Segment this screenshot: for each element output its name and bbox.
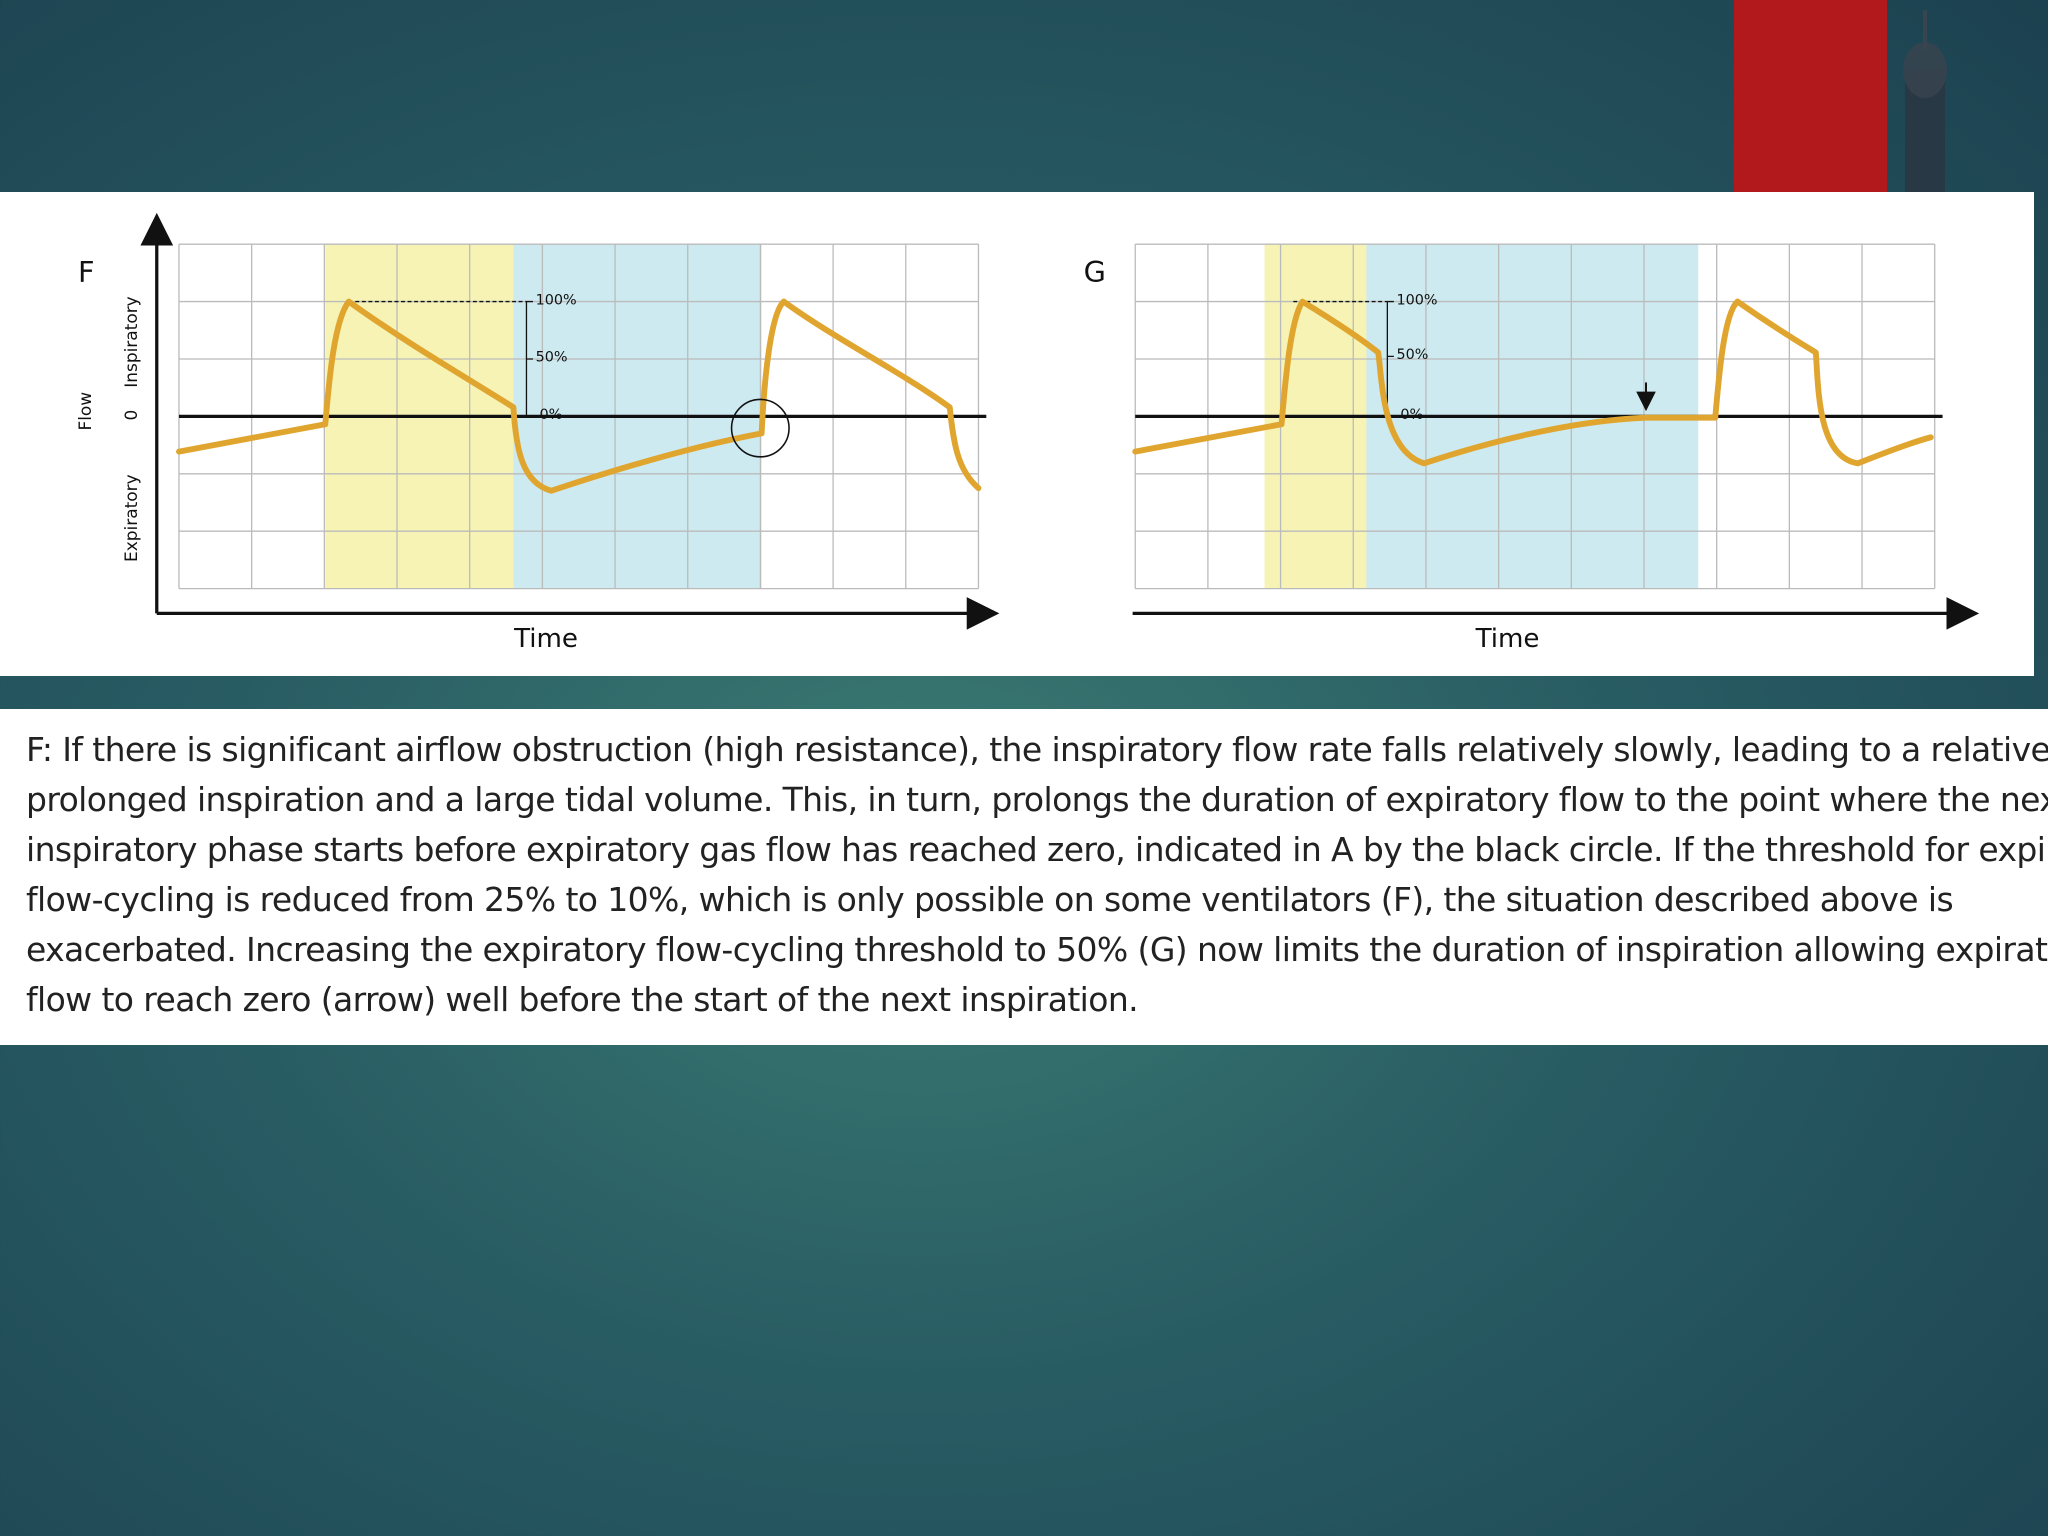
caption-line: prolonged inspiration and a large tidal … [26,780,2048,819]
figure: F Flow Inspiratory 0 Expiratory Time 100… [0,192,2034,676]
panel-label: F [78,255,95,289]
diagram: F Flow Inspiratory 0 Expiratory Time 100… [76,212,1980,654]
marker-label: 0% [1400,407,1423,423]
y-label: 0 [122,410,142,421]
y-label: Inspiratory [122,296,142,387]
caption-line: inspiratory phase starts before expirato… [26,830,2048,869]
caption-line: flow to reach zero (arrow) well before t… [26,980,1139,1019]
panel-label: G [1084,255,1106,289]
marker-label: 0% [540,407,563,423]
tower-icon [1903,10,1947,192]
caption-line: F: If there is significant airflow obstr… [26,730,2048,769]
marker-label: 100% [536,292,577,308]
caption: F: If there is significant airflow obstr… [0,709,2048,1045]
red-banner [1734,0,1887,192]
y-label: Expiratory [122,474,142,562]
marker-label: 50% [536,350,568,366]
marker-label: 50% [1396,347,1428,363]
caption-line: exacerbated. Increasing the expiratory f… [26,930,2048,969]
x-label: Time [1475,624,1540,654]
x-label: Time [513,624,578,654]
caption-line: flow-cycling is reduced from 25% to 10%,… [26,880,1954,919]
marker-label: 100% [1396,292,1437,308]
y-label: Flow [76,392,96,431]
